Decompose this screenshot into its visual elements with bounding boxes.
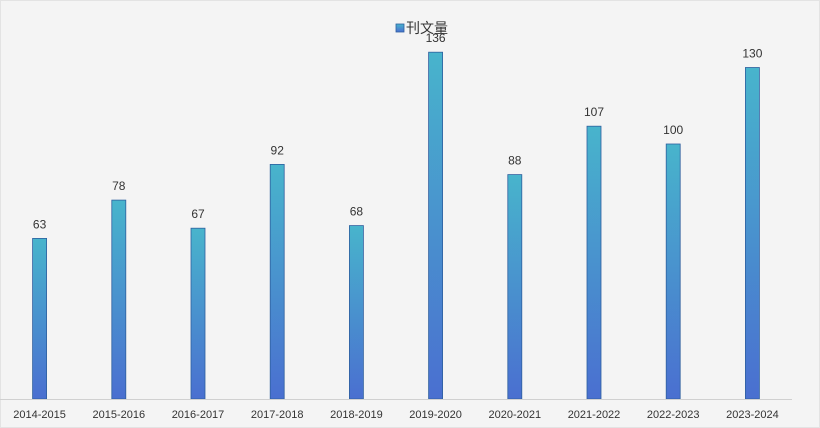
bar-2020-2021 [507, 174, 523, 400]
bar-2022-2023 [665, 143, 681, 400]
data-label-2017-2018: 92 [271, 143, 285, 157]
x-tick-label-2022-2023: 2022-2023 [647, 409, 700, 421]
bar-2016-2017 [190, 227, 206, 400]
x-tick-label-2023-2024: 2023-2024 [726, 409, 779, 421]
bar-2014-2015 [32, 237, 47, 400]
x-tick-label-2019-2020: 2019-2020 [409, 409, 462, 421]
bars-layer [32, 51, 760, 400]
bar-2019-2020 [428, 51, 444, 400]
x-tick-label-2016-2017: 2016-2017 [172, 409, 225, 421]
data-label-2015-2016: 78 [112, 179, 126, 193]
bar-2015-2016 [111, 199, 127, 400]
data-labels-layer: 63 78 67 92 68 136 88 107 100 130 [33, 31, 763, 231]
legend-swatch [395, 23, 405, 33]
data-label-2019-2020: 136 [426, 31, 446, 45]
data-label-2023-2024: 130 [742, 47, 762, 61]
x-tick-label-2021-2022: 2021-2022 [568, 409, 621, 421]
data-label-2014-2015: 63 [33, 217, 47, 231]
x-axis-ticks-layer: 2014-2015 2015-2016 2016-2017 2017-2018 2018… [13, 409, 778, 421]
x-tick-label-2017-2018: 2017-2018 [251, 409, 304, 421]
x-tick-label-2015-2016: 2015-2016 [92, 409, 145, 421]
bar-2023-2024 [745, 67, 760, 400]
x-tick-label-2014-2015: 2014-2015 [13, 409, 66, 421]
data-label-2021-2022: 107 [584, 105, 604, 119]
data-label-2018-2019: 68 [350, 205, 364, 219]
bar-2021-2022 [586, 125, 602, 400]
legend-label: 刊文量 [406, 20, 448, 36]
data-label-2022-2023: 100 [663, 123, 683, 137]
bar-2018-2019 [348, 225, 364, 400]
x-tick-label-2020-2021: 2020-2021 [488, 409, 541, 421]
x-tick-label-2018-2019: 2018-2019 [330, 409, 383, 421]
legend: 刊文量 [395, 20, 448, 36]
bar-2017-2018 [269, 163, 285, 400]
data-label-2016-2017: 67 [191, 207, 205, 221]
data-label-2020-2021: 88 [508, 154, 522, 168]
